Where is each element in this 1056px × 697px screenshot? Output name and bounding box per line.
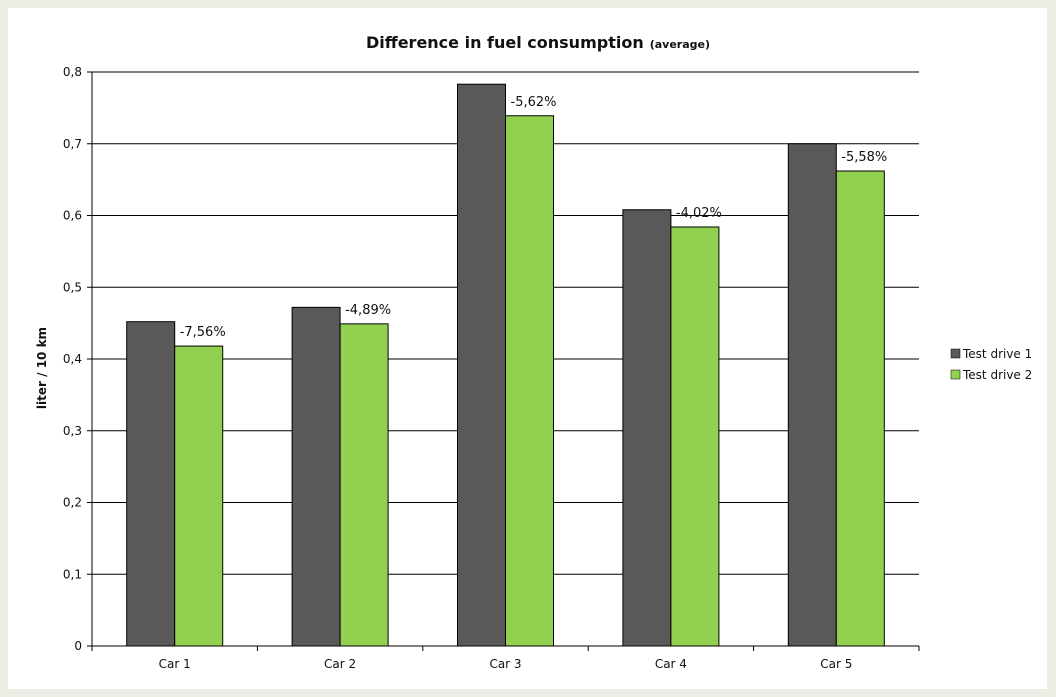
bar: [670, 226, 720, 647]
bar: [457, 83, 506, 647]
legend-swatch: [950, 348, 961, 359]
bar: [174, 345, 224, 647]
bar: [339, 323, 389, 647]
bar: [787, 143, 837, 647]
y-tick-label: 0,2: [63, 496, 82, 510]
y-tick-label: 0,7: [63, 137, 82, 151]
data-label: -5,58%: [841, 150, 887, 165]
y-tick-label: 0,5: [63, 280, 82, 294]
y-tick-label: 0,6: [63, 209, 82, 223]
legend: Test drive 1 Test drive 2: [950, 347, 1032, 382]
x-tick-label: Car 2: [324, 657, 356, 671]
bars: [126, 83, 885, 647]
data-label: -4,02%: [676, 206, 722, 221]
axes: 0 0,1 0,2 0,3 0,4 0,5 0,6 0,7 0,8 Car 1 Car 2 Car 3…: [63, 65, 920, 671]
data-label: -7,56%: [180, 325, 226, 340]
chart-title-sub: (average): [650, 38, 710, 51]
legend-swatch: [950, 369, 961, 380]
x-tick-label: Car 4: [655, 657, 687, 671]
legend-label: Test drive 1: [962, 347, 1032, 361]
chart-title-main: Difference in fuel consumption: [366, 33, 644, 52]
y-tick-label: 0,8: [63, 65, 82, 79]
bar: [505, 115, 554, 647]
data-label: -5,62%: [511, 95, 557, 110]
bar: [622, 209, 672, 647]
data-label: -4,89%: [345, 303, 391, 318]
bar: [291, 306, 341, 647]
legend-label: Test drive 2: [962, 368, 1032, 382]
bar: [126, 321, 176, 647]
y-tick-label: 0,1: [63, 567, 82, 581]
chart-frame: Difference in fuel consumption (average) …: [8, 8, 1047, 689]
bar-chart: Difference in fuel consumption (average) …: [35, 33, 1032, 671]
x-tick-label: Car 3: [489, 657, 521, 671]
y-tick-label: 0: [74, 639, 82, 653]
chart-title: Difference in fuel consumption (average): [366, 33, 710, 52]
x-tick-label: Car 1: [159, 657, 191, 671]
data-labels: -7,56% -4,89% -5,62% -4,02% -5,58%: [180, 95, 888, 340]
y-axis-label: liter / 10 km: [35, 327, 49, 409]
y-tick-label: 0,4: [63, 352, 82, 366]
bar: [835, 170, 885, 647]
x-tick-label: Car 5: [820, 657, 852, 671]
y-tick-label: 0,3: [63, 424, 82, 438]
